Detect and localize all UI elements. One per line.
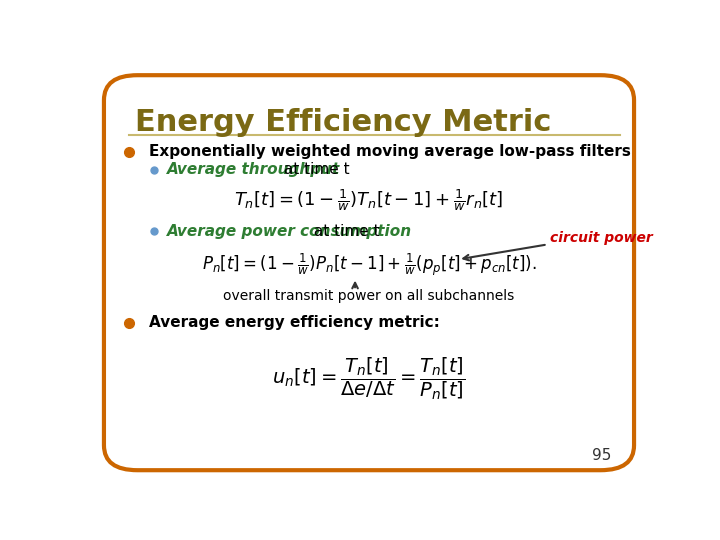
Text: at time t: at time t (310, 224, 380, 239)
Text: $u_n[t] = \dfrac{T_n[t]}{\Delta e / \Delta t} = \dfrac{T_n[t]}{P_n[t]}$: $u_n[t] = \dfrac{T_n[t]}{\Delta e / \Del… (272, 355, 466, 402)
Text: Exponentially weighted moving average low-pass filters: Exponentially weighted moving average lo… (148, 144, 631, 159)
Text: circuit power: circuit power (550, 231, 653, 245)
Text: Average power consumption: Average power consumption (167, 224, 412, 239)
Text: Average energy efficiency metric:: Average energy efficiency metric: (148, 315, 439, 330)
Text: $P_n[t] = (1 - \frac{1}{w})P_n[t-1] + \frac{1}{w}(p_p[t] + p_{cn}[t]).$: $P_n[t] = (1 - \frac{1}{w})P_n[t-1] + \f… (202, 251, 536, 278)
Text: $T_n[t] = (1 - \frac{1}{w})T_n[t-1] + \frac{1}{w}r_n[t]$: $T_n[t] = (1 - \frac{1}{w})T_n[t-1] + \f… (235, 187, 503, 213)
Text: Energy Efficiency Metric: Energy Efficiency Metric (135, 109, 551, 138)
Text: overall transmit power on all subchannels: overall transmit power on all subchannel… (223, 289, 515, 303)
Text: Average throughput: Average throughput (167, 162, 341, 177)
Text: at time t: at time t (279, 162, 349, 177)
Text: 95: 95 (593, 448, 612, 463)
FancyBboxPatch shape (104, 75, 634, 470)
